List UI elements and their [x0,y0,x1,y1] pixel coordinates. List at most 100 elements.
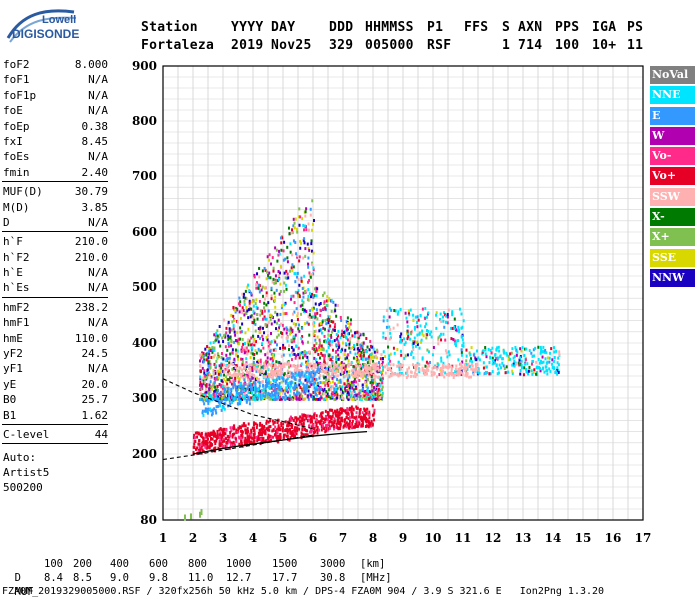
echo-point [318,414,321,418]
echo-point [294,356,297,360]
echo-point [224,379,227,383]
echo-point [511,372,514,376]
echo-point [359,395,362,399]
echo-point [255,286,258,290]
echo-point [438,334,441,338]
echo-point [453,339,456,343]
echo-point [311,199,314,203]
echo-point [243,440,246,444]
echo-point [265,382,268,386]
echo-point [323,291,326,295]
echo-point [346,408,349,412]
echo-point [266,351,269,355]
echo-point [317,352,320,356]
echo-point [416,342,419,346]
echo-point [301,395,304,399]
echo-point [208,399,211,403]
echo-point [447,308,450,312]
echo-point [327,377,330,381]
echo-point [262,437,265,441]
echo-point [454,373,457,377]
echo-point [285,386,288,390]
echo-point [336,357,339,361]
param-label: D [3,215,10,229]
echo-point [485,365,488,369]
echo-point [301,356,304,360]
echo-point [276,321,279,325]
echo-point [250,396,253,400]
echo-point [276,312,279,316]
echo-point [366,371,369,375]
echo-point [352,375,355,379]
param-value: 44 [94,427,108,441]
echo-point [552,359,555,363]
echo-point [212,373,215,377]
echo-point [344,387,347,391]
echo-point [315,308,318,312]
echo-point [279,366,282,370]
echo-point [361,348,364,352]
echo-point [254,395,257,399]
echo-point [300,362,303,366]
echo-point [259,421,262,425]
echo-point [278,382,281,386]
echo-point [397,310,400,314]
echo-point [223,407,226,411]
echo-point [328,343,331,347]
echo-point [258,428,261,432]
echo-point [250,293,253,297]
echo-point [199,397,202,401]
echo-point [440,356,443,360]
echo-point [300,363,303,367]
echo-point [338,422,341,426]
echo-point [447,350,450,354]
echo-point [364,425,367,429]
echo-point [239,399,242,403]
echo-point [441,366,444,370]
echo-point [374,364,377,368]
echo-point [339,372,342,376]
echo-point [301,303,304,307]
echo-point [361,374,364,378]
echo-point [218,428,221,432]
echo-point [278,361,281,365]
echo-point [355,359,358,363]
echo-point [389,331,392,335]
param-row-fxi: fxI 8.45 [2,134,108,149]
echo-point [206,376,209,380]
echo-point [333,397,336,401]
echo-point [222,428,225,432]
echo-point [327,384,330,388]
y-tick-label: 700 [132,169,157,183]
echo-point [345,327,348,331]
echo-point [449,326,452,330]
d-value: 600 [149,558,168,570]
echo-point [228,393,231,397]
echo-point [265,277,268,281]
echo-point [249,433,252,437]
echo-point [268,362,271,366]
echo-point [228,358,231,362]
echo-point [278,274,281,278]
echo-point [234,437,237,441]
echo-point [257,283,260,287]
echo-point [302,413,305,417]
echo-point [284,428,287,432]
echo-point [207,364,210,368]
echo-point [494,352,497,356]
echo-point [261,326,264,330]
echo-point [365,394,368,398]
echo-point [247,338,250,342]
echo-point [294,384,297,388]
echo-point [226,348,229,352]
echo-point [270,286,273,290]
echo-point [308,377,311,381]
echo-point [275,280,278,284]
echo-point [226,367,229,371]
echo-point [373,411,376,415]
echo-point [272,266,275,270]
echo-point [276,435,279,439]
echo-point [289,370,292,374]
echo-point [293,272,296,276]
echo-point [308,379,311,383]
